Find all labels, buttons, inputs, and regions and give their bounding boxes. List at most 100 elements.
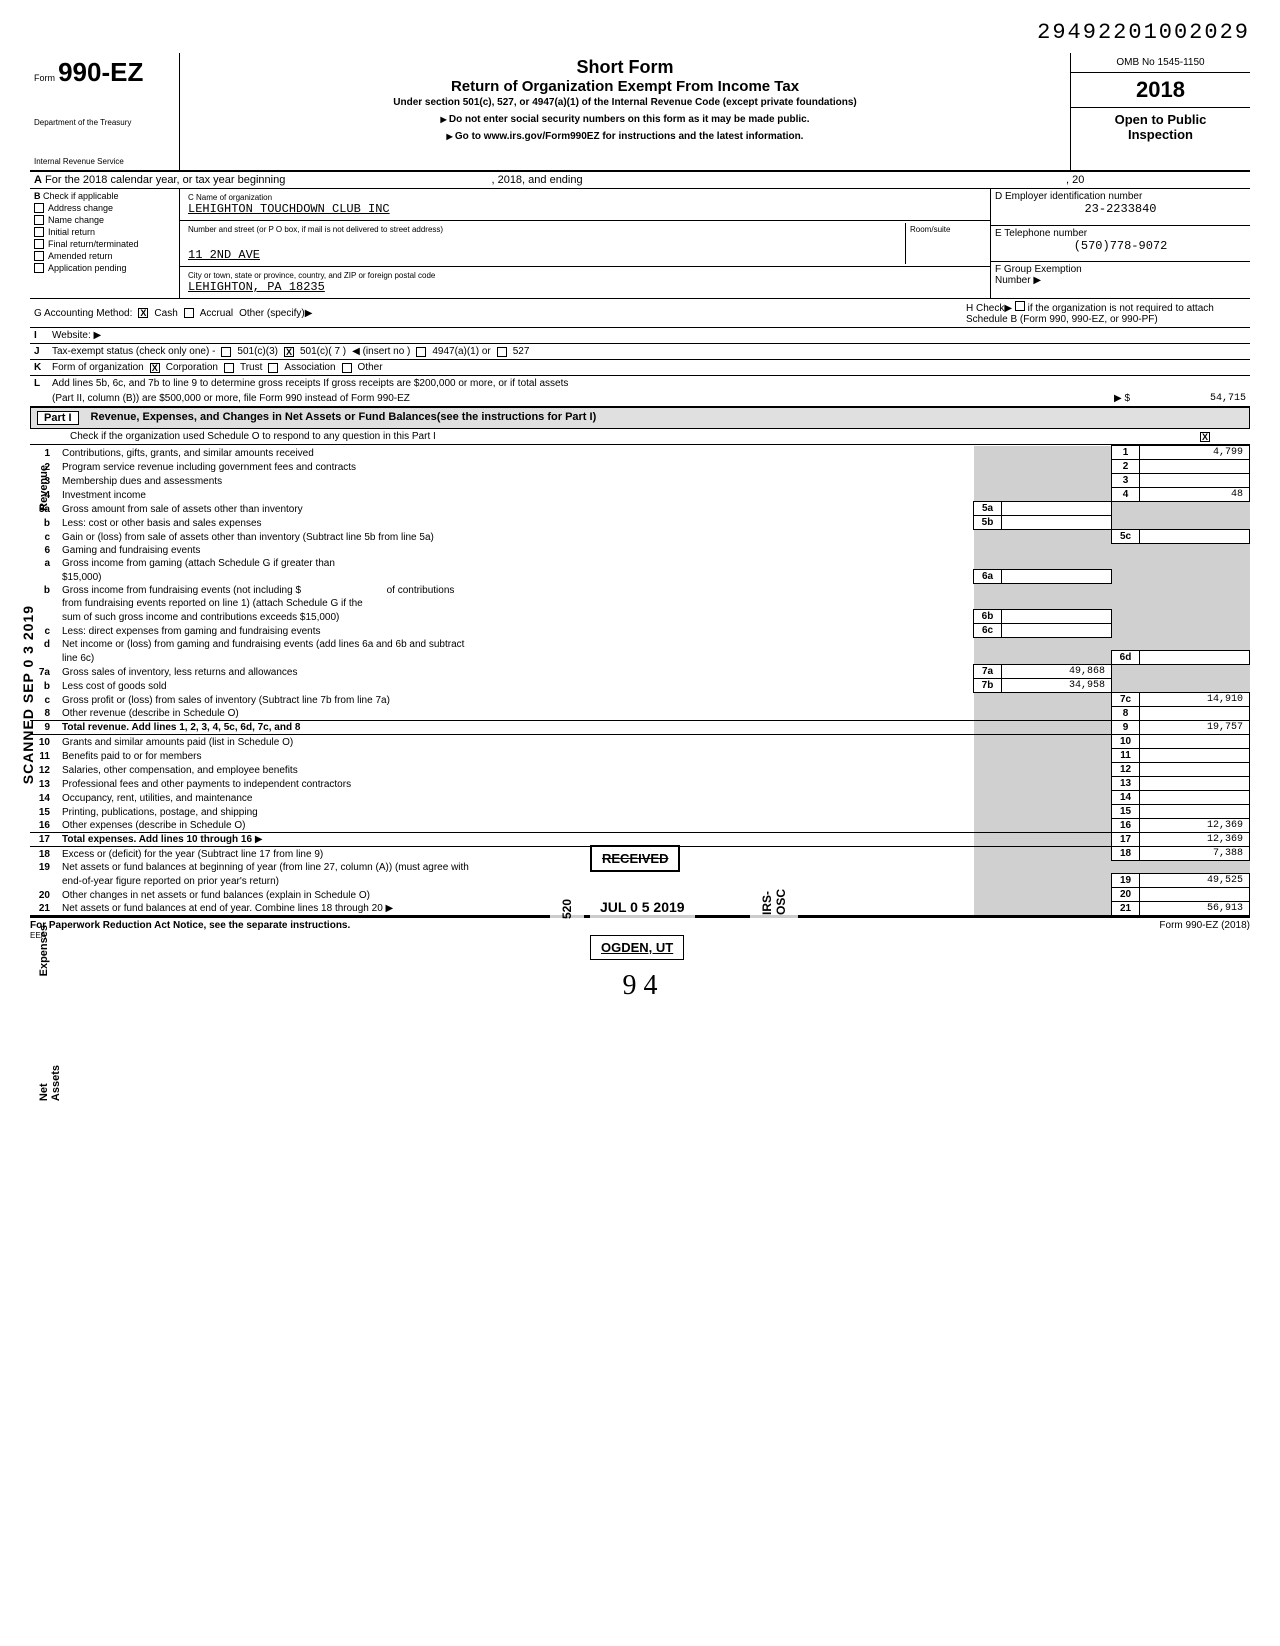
- line-19-desc2: end-of-year figure reported on prior yea…: [58, 874, 974, 888]
- l-value: 54,715: [1136, 393, 1246, 404]
- line-4-val: 48: [1140, 488, 1250, 502]
- k-text: Form of organization: [52, 362, 144, 373]
- title-under: Under section 501(c), 527, or 4947(a)(1)…: [188, 97, 1062, 108]
- dept-treasury: Department of the Treasury: [34, 118, 175, 127]
- l-text1: Add lines 5b, 6c, and 7b to line 9 to de…: [52, 378, 568, 389]
- line-7a-desc: Gross sales of inventory, less returns a…: [58, 665, 974, 679]
- k-label: K: [34, 362, 46, 373]
- line-6c-mid: [1002, 624, 1112, 638]
- line-12-val: [1140, 763, 1250, 777]
- line-6-num: 6: [30, 544, 58, 557]
- line-6b-desc2: of contributions: [387, 585, 455, 596]
- row-l2: (Part II, column (B)) are $500,000 or mo…: [30, 391, 1250, 407]
- row-a: A For the 2018 calendar year, or tax yea…: [30, 172, 1250, 189]
- line-3-val: [1140, 474, 1250, 488]
- line-6b-desc1: Gross income from fundraising events (no…: [62, 585, 301, 596]
- check-address-change[interactable]: [34, 203, 44, 213]
- line-20-box: 20: [1112, 888, 1140, 902]
- line-19-desc1: Net assets or fund balances at beginning…: [58, 861, 974, 874]
- line-13-box: 13: [1112, 777, 1140, 791]
- line-18-box: 18: [1112, 847, 1140, 861]
- check-501c[interactable]: [284, 347, 294, 357]
- line-6a-box: 6a: [974, 570, 1002, 584]
- line-5b-desc: Less: cost or other basis and sales expe…: [58, 516, 974, 530]
- form-label: Form: [34, 73, 55, 83]
- line-11-desc: Benefits paid to or for members: [58, 749, 974, 763]
- row-a-text1: For the 2018 calendar year, or tax year …: [45, 174, 285, 186]
- line-6a-num: a: [30, 557, 58, 570]
- open-public: Open to Public Inspection: [1071, 108, 1250, 146]
- check-amended-return[interactable]: [34, 251, 44, 261]
- b-check-label: Check if applicable: [43, 191, 119, 201]
- line-6a-desc1: Gross income from gaming (attach Schedul…: [58, 557, 974, 570]
- line-17-val: 12,369: [1140, 833, 1250, 847]
- footer-eea: EEA: [30, 931, 350, 940]
- i-label: I: [34, 330, 46, 341]
- line-7a-box: 7a: [974, 665, 1002, 679]
- line-6d-val: [1140, 651, 1250, 665]
- check-h[interactable]: [1015, 301, 1025, 311]
- check-name-change[interactable]: [34, 215, 44, 225]
- line-5c-box: 5c: [1112, 530, 1140, 544]
- check-corp[interactable]: [150, 363, 160, 373]
- check-cash[interactable]: [138, 308, 148, 318]
- line-6a-desc2: $15,000): [58, 570, 974, 584]
- check-application-pending[interactable]: [34, 263, 44, 273]
- check-trust[interactable]: [224, 363, 234, 373]
- line-7c-box: 7c: [1112, 693, 1140, 707]
- check-527[interactable]: [497, 347, 507, 357]
- check-assoc[interactable]: [268, 363, 278, 373]
- line-6b-mid: [1002, 610, 1112, 624]
- line-5c-desc: Gain or (loss) from sale of assets other…: [58, 530, 974, 544]
- tax-year: 2018: [1071, 73, 1250, 108]
- line-6b-desc4: sum of such gross income and contributio…: [58, 610, 974, 624]
- line-5a-mid: [1002, 502, 1112, 516]
- line-19-val: 49,525: [1140, 874, 1250, 888]
- line-5a-box: 5a: [974, 502, 1002, 516]
- check-other[interactable]: [342, 363, 352, 373]
- line-13-val: [1140, 777, 1250, 791]
- lines-section: SCANNED SEP 0 3 2019 Revenue Expenses Ne…: [30, 445, 1250, 917]
- stamp-ogden: OGDEN, UT: [590, 935, 684, 960]
- k-assoc: Association: [284, 362, 335, 373]
- check-501c3[interactable]: [221, 347, 231, 357]
- line-7c-val: 14,910: [1140, 693, 1250, 707]
- g-other: Other (specify)▶: [239, 308, 312, 319]
- row-j: J Tax-exempt status (check only one) - 5…: [30, 344, 1250, 360]
- line-9-val: 19,757: [1140, 721, 1250, 735]
- omb-number: OMB No 1545-1150: [1071, 53, 1250, 73]
- check-schedule-o[interactable]: [1200, 432, 1210, 442]
- j-label: J: [34, 346, 46, 357]
- b-label: B: [34, 191, 41, 201]
- k-corp: Corporation: [166, 362, 218, 373]
- line-1-val: 4,799: [1140, 446, 1250, 460]
- j-opt3: 4947(a)(1) or: [432, 346, 490, 357]
- org-city: LEHIGHTON, PA 18235: [188, 280, 982, 294]
- line-6c-box: 6c: [974, 624, 1002, 638]
- line-14-box: 14: [1112, 791, 1140, 805]
- side-expenses: Expenses: [38, 925, 50, 976]
- row-i: I Website: ▶: [30, 328, 1250, 344]
- line-8-box: 8: [1112, 707, 1140, 721]
- line-6d-desc2: line 6c): [58, 651, 974, 665]
- b-item-3: Final return/terminated: [48, 239, 139, 249]
- line-5b-num: b: [30, 516, 58, 530]
- line-3-desc: Membership dues and assessments: [58, 474, 974, 488]
- part1-header: Part I Revenue, Expenses, and Changes in…: [30, 407, 1250, 429]
- line-19-box: 19: [1112, 874, 1140, 888]
- line-9-box: 9: [1112, 721, 1140, 735]
- row-l1: L Add lines 5b, 6c, and 7b to line 9 to …: [30, 376, 1250, 391]
- line-18-num: 18: [30, 847, 58, 861]
- title-instr2: Go to www.irs.gov/Form990EZ for instruct…: [188, 131, 1062, 142]
- check-initial-return[interactable]: [34, 227, 44, 237]
- check-final-return[interactable]: [34, 239, 44, 249]
- check-4947[interactable]: [416, 347, 426, 357]
- stamp-received: RECEIVED: [590, 845, 680, 872]
- col-c: C Name of organization LEHIGHTON TOUCHDO…: [180, 189, 990, 298]
- line-11-box: 11: [1112, 749, 1140, 763]
- document-number: 29492201002029: [30, 20, 1250, 45]
- check-accrual[interactable]: [184, 308, 194, 318]
- line-1-box: 1: [1112, 446, 1140, 460]
- line-15-val: [1140, 805, 1250, 819]
- open-public-2: Inspection: [1075, 127, 1246, 142]
